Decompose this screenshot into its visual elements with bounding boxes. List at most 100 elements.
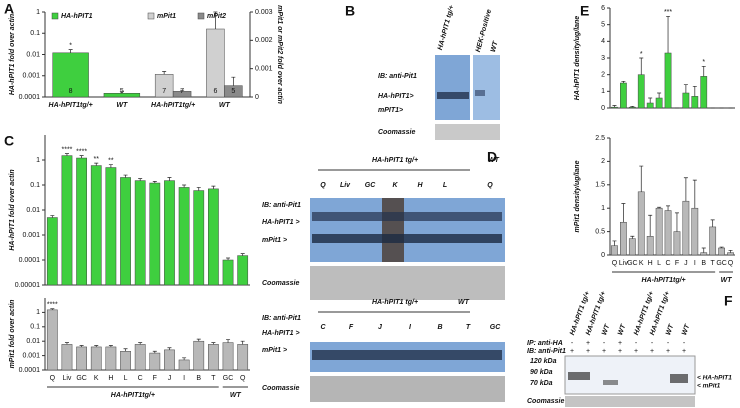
y-tick-label: 0.0001 bbox=[19, 257, 41, 264]
bar bbox=[76, 157, 87, 286]
marker-label: 120 kDa bbox=[530, 358, 557, 365]
x-tick-label: H bbox=[648, 260, 653, 267]
sign: + bbox=[586, 348, 590, 355]
error-bar bbox=[666, 205, 671, 211]
error-bar bbox=[108, 345, 113, 347]
error-bar bbox=[68, 49, 73, 53]
bar bbox=[208, 188, 219, 286]
bar bbox=[134, 344, 146, 371]
bar bbox=[664, 52, 672, 109]
error-bar bbox=[162, 71, 167, 75]
blot bbox=[473, 55, 500, 120]
error-bar bbox=[710, 219, 715, 227]
band-label: < mPit1 bbox=[697, 383, 721, 390]
blot-header: HA-hPIT1 tg/+ bbox=[437, 5, 456, 51]
y2-tick-label: 0.001 bbox=[255, 66, 273, 73]
sign: + bbox=[618, 340, 622, 347]
error-bar bbox=[657, 92, 662, 98]
x-tick-label: F bbox=[675, 260, 679, 267]
band bbox=[603, 380, 618, 385]
error-bar bbox=[108, 164, 113, 168]
y-tick-label: 0.01 bbox=[26, 207, 40, 214]
y-tick-label: 0.0001 bbox=[19, 367, 41, 374]
y-axis-title: HA-hPIT1 density/ug/lane bbox=[574, 16, 581, 101]
x-tick-label: Q bbox=[240, 375, 246, 382]
y-tick-label: 0.001 bbox=[22, 73, 40, 80]
x-tick-label: L bbox=[657, 260, 661, 267]
n-label: 6 bbox=[213, 88, 217, 95]
ip-label: IP: anti-HA bbox=[527, 340, 563, 347]
stain-strip bbox=[310, 266, 505, 300]
x-tick-label: C bbox=[666, 260, 671, 267]
bar bbox=[709, 226, 717, 256]
sign: + bbox=[570, 348, 574, 355]
annotation: ** bbox=[108, 158, 114, 165]
legend-label: HA-hPIT1 bbox=[61, 13, 93, 20]
band-label: mPit1 > bbox=[262, 237, 287, 244]
error-bar bbox=[182, 357, 187, 360]
ib-label: IB: anti-Pit1 bbox=[378, 73, 417, 80]
band bbox=[475, 90, 485, 96]
error-bar bbox=[196, 338, 201, 342]
band bbox=[382, 198, 404, 262]
x-tick-label: Liv bbox=[619, 260, 628, 267]
y-tick-label: 0.001 bbox=[22, 232, 40, 239]
annotation: **** bbox=[76, 148, 87, 155]
error-bar bbox=[701, 247, 706, 253]
blot bbox=[435, 55, 470, 120]
sign: + bbox=[618, 348, 622, 355]
error-bar bbox=[152, 180, 157, 184]
error-bar bbox=[240, 253, 245, 256]
stain-label: Coomassie bbox=[378, 129, 415, 136]
x-tick-label: J bbox=[684, 260, 688, 267]
y-tick-label: 4 bbox=[601, 38, 605, 45]
legend-label: mPit2 bbox=[207, 13, 226, 20]
y-tick-label: 1.5 bbox=[595, 182, 605, 189]
bar bbox=[646, 236, 654, 256]
bar bbox=[237, 255, 249, 286]
x-tick-label: GC bbox=[716, 260, 727, 267]
error-bar bbox=[123, 348, 128, 352]
bar bbox=[682, 92, 690, 109]
lane-label: H bbox=[417, 182, 423, 189]
legend-swatch bbox=[147, 12, 155, 20]
n-label: 8 bbox=[69, 88, 73, 95]
lane-label: T bbox=[466, 324, 471, 331]
bar bbox=[628, 106, 636, 109]
error-bar bbox=[213, 11, 218, 29]
annotation: * bbox=[640, 51, 643, 58]
lane-label: WT bbox=[665, 323, 676, 336]
x-tick-label: T bbox=[711, 260, 716, 267]
error-bar bbox=[167, 347, 172, 350]
error-bar bbox=[226, 339, 231, 343]
x-tick-label: GC bbox=[627, 260, 638, 267]
band-label: mPIT1> bbox=[378, 107, 403, 114]
lane-label: K bbox=[392, 182, 398, 189]
blot-header: WT bbox=[490, 40, 500, 53]
x-tick-label: HA-hPIT1tg/+ bbox=[151, 102, 195, 109]
sign: - bbox=[571, 340, 574, 347]
y-tick-label: 0.5 bbox=[595, 228, 605, 235]
x-tick-label: C bbox=[138, 375, 143, 382]
error-bar bbox=[728, 249, 733, 253]
stain-strip bbox=[310, 376, 505, 402]
bar bbox=[682, 200, 690, 256]
error-bar bbox=[211, 185, 216, 189]
error-bar bbox=[64, 342, 69, 345]
y-tick-label: 0.1 bbox=[30, 182, 40, 189]
panel-letter: E bbox=[580, 3, 589, 19]
y-tick-label: 0.1 bbox=[30, 30, 40, 37]
y-tick-label: 0.00001 bbox=[15, 282, 40, 289]
bar bbox=[46, 217, 58, 286]
error-bar bbox=[701, 65, 706, 77]
ib-label: IB: anti-Pit1 bbox=[262, 315, 301, 322]
error-bar bbox=[211, 342, 216, 345]
bar bbox=[237, 344, 249, 371]
x-tick-label: Q bbox=[728, 260, 734, 267]
sign: - bbox=[667, 340, 670, 347]
error-bar bbox=[674, 212, 679, 232]
error-bar bbox=[692, 179, 697, 209]
n-label: 5 bbox=[120, 88, 124, 95]
panel-letter: B bbox=[345, 3, 355, 19]
marker-label: 90 kDa bbox=[530, 369, 553, 376]
